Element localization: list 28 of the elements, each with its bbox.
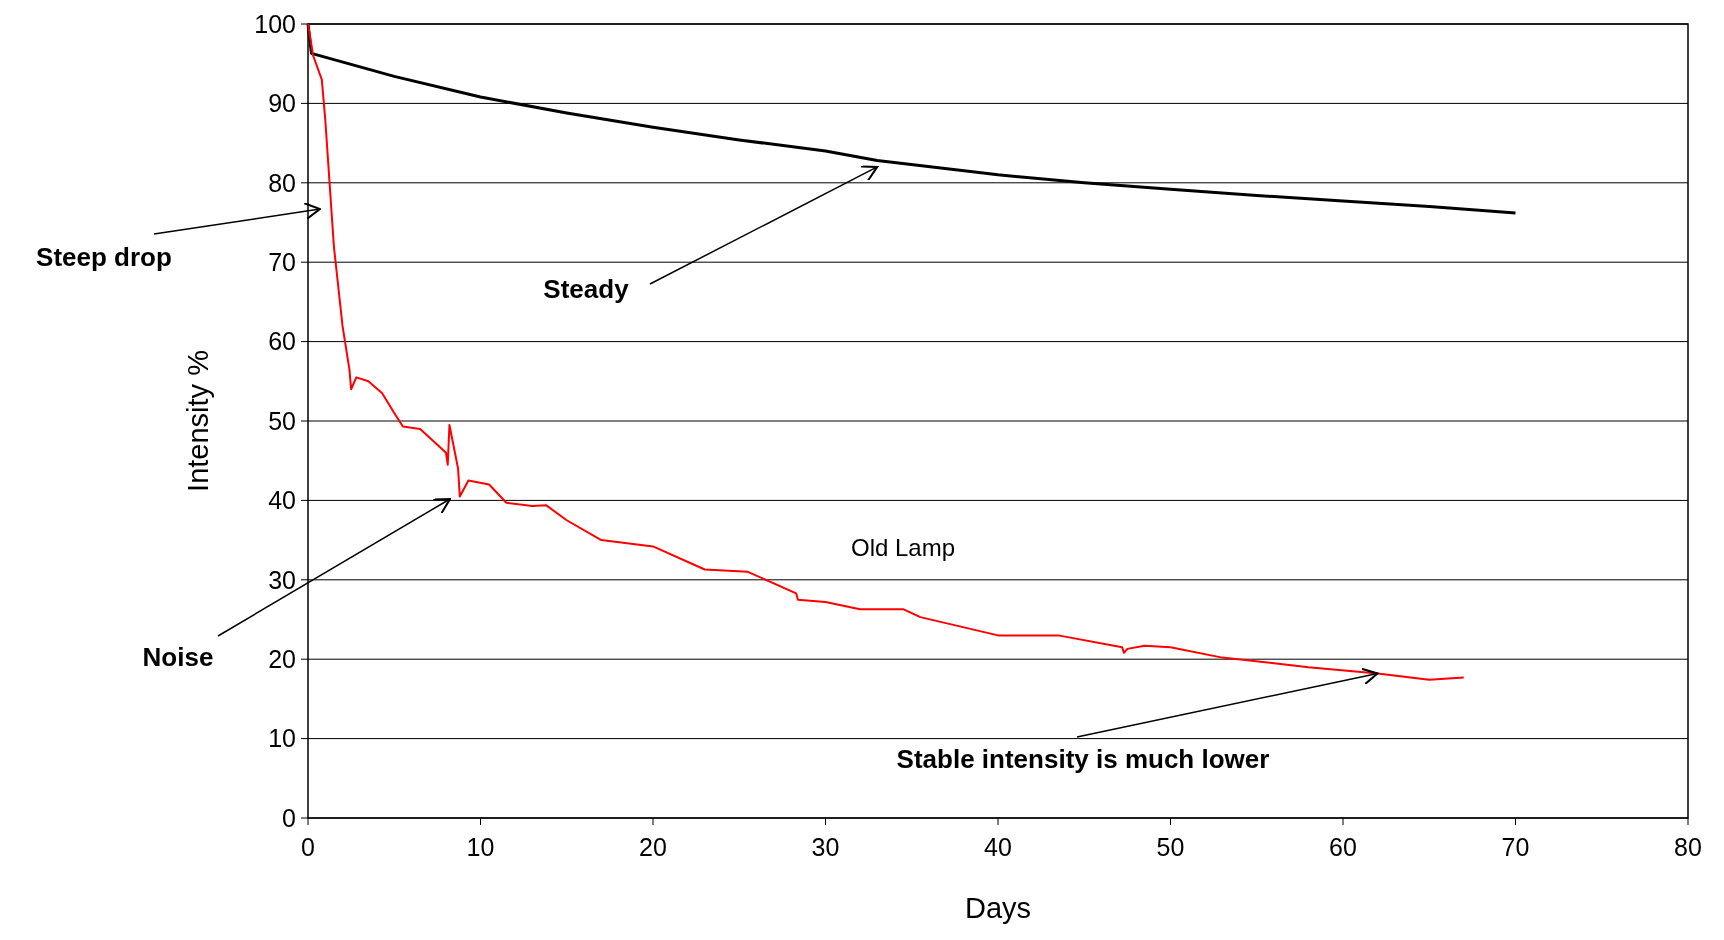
x-tick-label: 30 bbox=[811, 833, 840, 861]
y-tick-label: 90 bbox=[268, 89, 296, 118]
x-tick-label: 70 bbox=[1501, 833, 1530, 861]
y-tick-label: 20 bbox=[268, 644, 296, 673]
x-tick-label: 80 bbox=[1674, 833, 1702, 861]
y-axis-title: Intensity % bbox=[182, 350, 214, 492]
x-tick-label: 20 bbox=[639, 833, 667, 861]
y-tick-label: 10 bbox=[268, 724, 296, 753]
series-label: Old Lamp bbox=[850, 534, 956, 561]
text: Steep drop bbox=[36, 242, 172, 272]
y-tick-label: 60 bbox=[268, 327, 296, 356]
x-tick-label: 10 bbox=[466, 833, 495, 861]
x-axis-title: Days bbox=[964, 892, 1032, 924]
x-tick-label: 40 bbox=[984, 833, 1012, 861]
x-tick-label: 0 bbox=[301, 833, 315, 861]
y-tick-label: 30 bbox=[268, 565, 296, 594]
annotation: Steady bbox=[543, 274, 630, 304]
x-tick-label: 50 bbox=[1156, 833, 1185, 861]
y-tick-label: 0 bbox=[282, 803, 296, 832]
y-tick-label: 80 bbox=[268, 168, 296, 197]
y-tick-label: 50 bbox=[268, 406, 296, 435]
y-tick-label: 70 bbox=[268, 247, 296, 276]
y-tick-label: 100 bbox=[254, 9, 296, 38]
text: Noise bbox=[142, 642, 214, 672]
y-tick-label: 40 bbox=[268, 486, 296, 515]
line-series bbox=[307, 23, 1465, 681]
x-tick-label: 60 bbox=[1329, 833, 1357, 861]
annotation: Stable intensity is much lower bbox=[896, 744, 1270, 774]
